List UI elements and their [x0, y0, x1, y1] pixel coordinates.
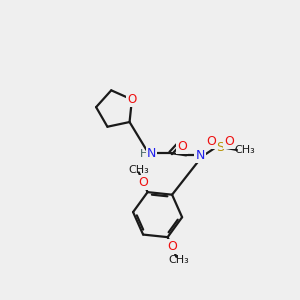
Text: CH₃: CH₃: [129, 165, 149, 175]
Text: S: S: [216, 141, 224, 154]
Text: N: N: [147, 146, 156, 160]
Text: CH₃: CH₃: [169, 255, 190, 265]
Text: O: O: [127, 93, 136, 106]
Text: O: O: [177, 140, 187, 153]
Text: O: O: [167, 241, 177, 254]
Text: H: H: [140, 149, 148, 159]
Text: O: O: [224, 135, 234, 148]
Text: O: O: [206, 135, 216, 148]
Text: CH₃: CH₃: [234, 145, 255, 155]
Text: O: O: [138, 176, 148, 189]
Text: N: N: [195, 149, 205, 162]
